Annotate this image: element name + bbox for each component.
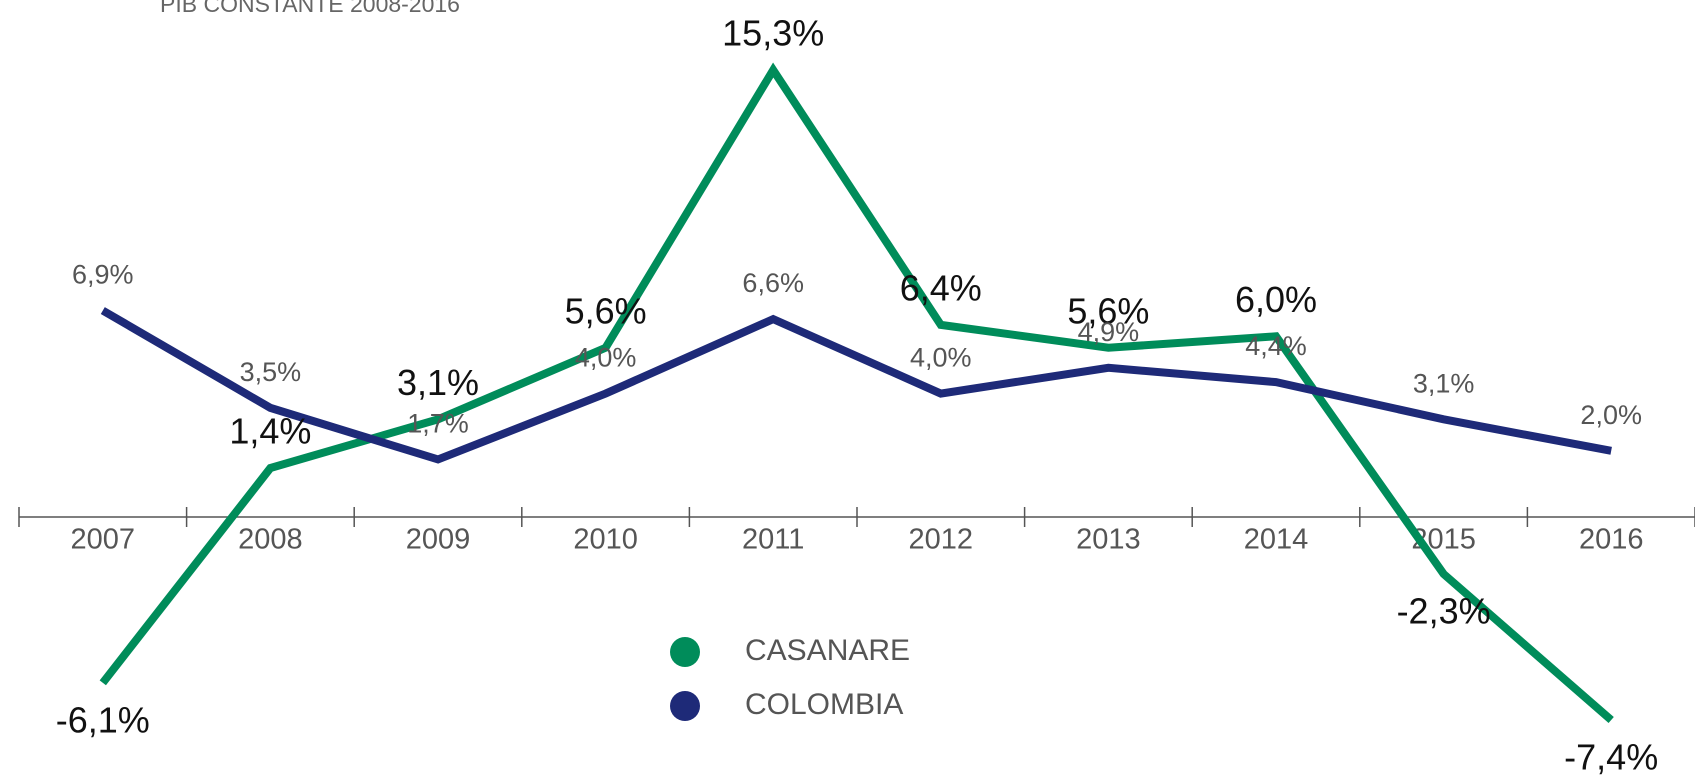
data-label: 6,9% — [72, 260, 134, 290]
x-tick-label: 2016 — [1579, 524, 1644, 556]
data-label: 3,5% — [240, 357, 302, 387]
x-tick-label: 2014 — [1244, 524, 1309, 556]
legend-marker — [670, 637, 700, 667]
data-label: 6,0% — [1235, 279, 1317, 320]
data-label: 3,1% — [397, 362, 479, 403]
x-tick-label: 2013 — [1076, 524, 1141, 556]
x-tick-label: 2011 — [742, 524, 804, 556]
data-label: 3,1% — [1413, 368, 1475, 398]
x-tick-label: 2009 — [406, 524, 471, 556]
legend-marker — [670, 691, 700, 721]
data-label: -6,1% — [56, 699, 150, 740]
x-tick-label: 2008 — [238, 524, 303, 556]
data-label: -7,4% — [1564, 737, 1658, 777]
x-tick-label: 2010 — [573, 524, 638, 556]
legend-label: CASANARE — [745, 634, 910, 667]
data-label: 4,9% — [1078, 317, 1140, 347]
data-label: 5,6% — [1067, 290, 1149, 331]
data-label: -2,3% — [1397, 590, 1491, 631]
data-label: 15,3% — [722, 13, 824, 54]
x-tick-label: 2012 — [909, 524, 974, 556]
series-line — [100, 307, 1612, 464]
data-label: 4,0% — [575, 343, 637, 373]
data-label: 4,0% — [910, 343, 972, 373]
series-line — [99, 62, 1614, 724]
data-label: 2,0% — [1580, 400, 1642, 430]
legend-label: COLOMBIA — [745, 688, 903, 721]
data-label: 5,6% — [565, 290, 647, 331]
data-label: 6,4% — [900, 267, 982, 308]
chart-title: PIB CONSTANTE 2008-2016 — [160, 0, 460, 17]
data-label: 4,4% — [1245, 331, 1307, 361]
data-label: 1,7% — [407, 409, 469, 439]
data-label: 1,4% — [229, 411, 311, 452]
data-label: 6,6% — [742, 268, 804, 298]
x-tick-label: 2007 — [71, 524, 136, 556]
